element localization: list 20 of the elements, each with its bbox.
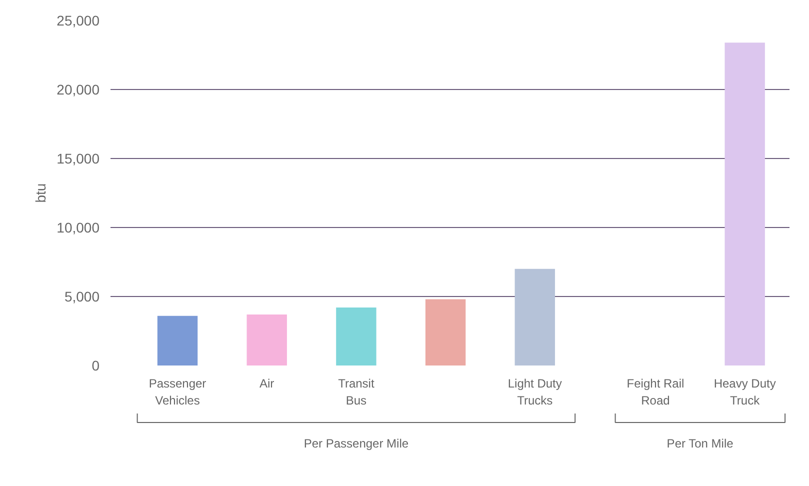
y-tick-label: 20,000 xyxy=(56,82,100,98)
x-tick-label: Light Duty Trucks xyxy=(508,376,562,408)
bar xyxy=(336,308,376,366)
bar xyxy=(514,268,555,366)
x-tick-label: Feight Rail Road xyxy=(626,376,684,408)
x-tick-label: Air xyxy=(260,376,274,390)
x-tick-label: Transit Bus xyxy=(338,376,375,408)
y-tick-label: 25,000 xyxy=(56,12,100,28)
y-tick-label: 15,000 xyxy=(56,150,100,166)
x-tick-label: Passenger Vehicles xyxy=(148,376,206,408)
x-tick-label: Heavy Duty Truck xyxy=(714,376,776,408)
text: Per Ton Mile xyxy=(666,436,734,450)
bar xyxy=(425,299,466,366)
y-tick-label: 0 xyxy=(92,358,100,374)
y-tick-label: 5,000 xyxy=(64,288,100,304)
text: Per Passenger Mile xyxy=(304,436,409,450)
bar xyxy=(157,316,198,366)
y-tick-label: 10,000 xyxy=(56,220,100,236)
y-axis-title: btu xyxy=(32,183,49,203)
bar xyxy=(246,314,287,366)
